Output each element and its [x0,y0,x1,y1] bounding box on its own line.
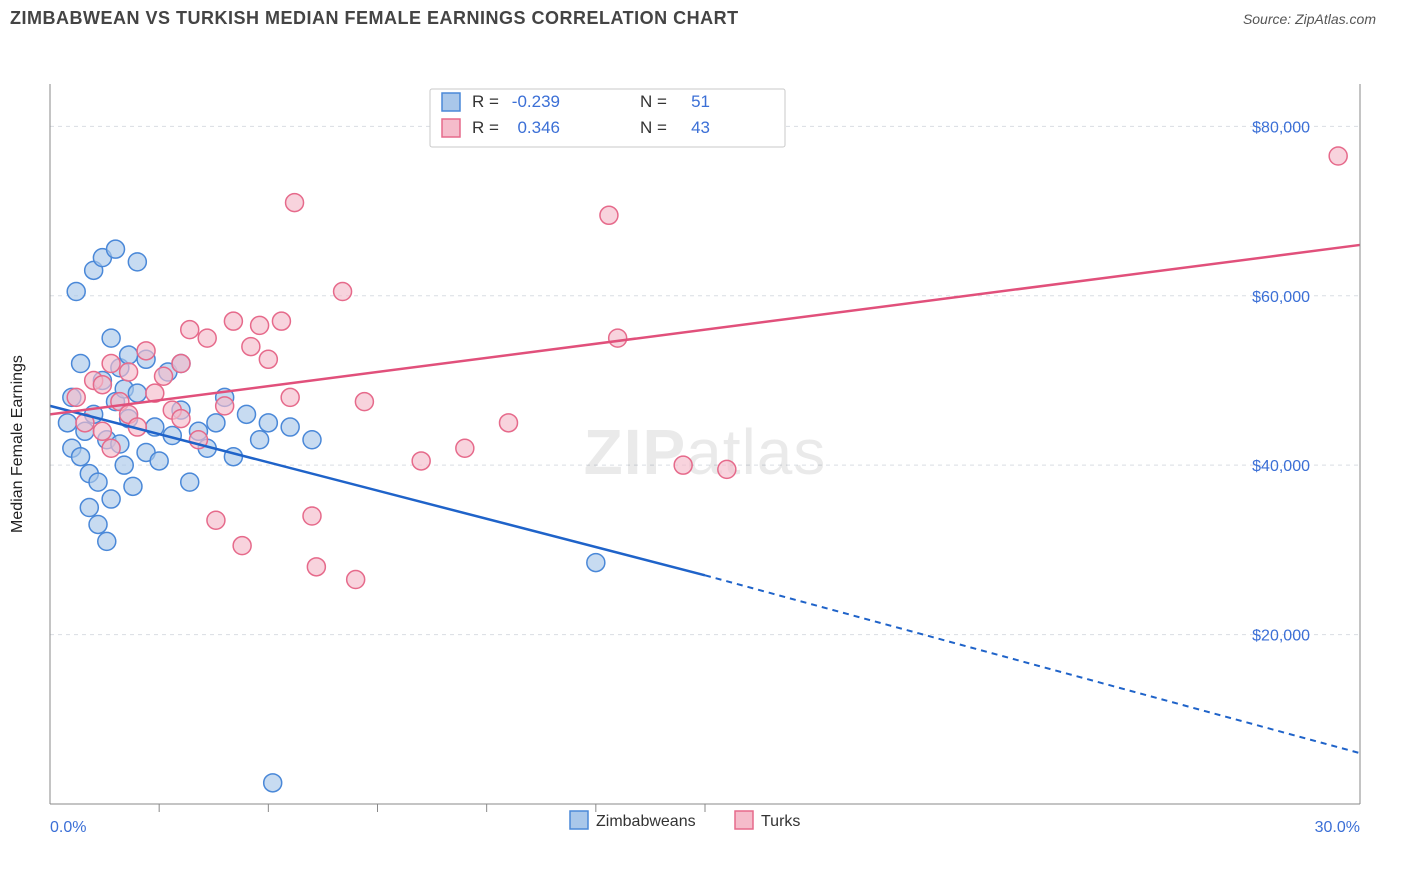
data-point [272,312,290,330]
data-point [198,329,216,347]
stats-r-value: -0.239 [512,92,560,111]
legend-label: Zimbabweans [596,813,696,830]
y-tick-label: $60,000 [1252,289,1310,306]
data-point [172,410,190,428]
legend-swatch [570,811,588,829]
stats-n-value: 43 [691,118,710,137]
data-point [233,537,251,555]
data-point [286,194,304,212]
data-point [264,774,282,792]
trend-line [50,245,1360,414]
correlation-chart: $20,000 $40,000 $60,000 $80,000 ZIPatlas 0.0%… [0,34,1406,874]
data-point [124,477,142,495]
x-tick-label: 0.0% [50,819,86,836]
data-point [120,363,138,381]
data-point [115,456,133,474]
data-point [242,338,260,356]
trend-line-extrapolated [705,575,1360,753]
data-point [303,431,321,449]
data-point [347,571,365,589]
data-point [89,515,107,533]
data-point [224,312,242,330]
y-axis-label: Median Female Earnings [9,355,26,533]
stats-r-label: R = [472,92,499,111]
data-point [251,316,269,334]
legend-swatch [442,119,460,137]
data-point [72,448,90,466]
chart-title: ZIMBABWEAN VS TURKISH MEDIAN FEMALE EARN… [10,8,739,29]
data-point [456,439,474,457]
data-point [355,393,373,411]
data-point [718,460,736,478]
stats-n-value: 51 [691,92,710,111]
chart-header: ZIMBABWEAN VS TURKISH MEDIAN FEMALE EARN… [0,0,1406,34]
data-point [609,329,627,347]
data-point [98,532,116,550]
data-point [281,388,299,406]
chart-source: Source: ZipAtlas.com [1243,11,1376,27]
stats-r-label: R = [472,118,499,137]
y-tick-label: $40,000 [1252,458,1310,475]
data-point [600,206,618,224]
data-point [281,418,299,436]
data-point [259,350,277,368]
data-point [102,355,120,373]
data-point [102,490,120,508]
watermark: ZIPatlas [584,416,827,488]
data-point [303,507,321,525]
data-point [102,439,120,457]
data-point [1329,147,1347,165]
data-point [128,253,146,271]
data-point [216,397,234,415]
y-tick-label: $80,000 [1252,119,1310,136]
data-point [128,384,146,402]
legend-swatch [442,93,460,111]
x-tick-label: 30.0% [1315,819,1360,836]
data-point [67,388,85,406]
data-point [207,414,225,432]
y-tick-label: $20,000 [1252,628,1310,645]
data-point [93,422,111,440]
data-point [107,240,125,258]
data-point [172,355,190,373]
data-point [137,342,155,360]
legend-label: Turks [761,813,800,830]
data-point [334,283,352,301]
data-point [120,346,138,364]
data-point [155,367,173,385]
data-point [500,414,518,432]
data-point [251,431,269,449]
data-point [207,511,225,529]
stats-n-label: N = [640,92,667,111]
data-point [181,473,199,491]
data-point [93,376,111,394]
data-point [89,473,107,491]
data-point [307,558,325,576]
data-point [238,405,256,423]
data-point [587,554,605,572]
data-point [674,456,692,474]
data-point [58,414,76,432]
stats-n-label: N = [640,118,667,137]
stats-r-value: 0.346 [517,118,560,137]
data-point [150,452,168,470]
data-point [181,321,199,339]
legend-swatch [735,811,753,829]
data-point [67,283,85,301]
data-point [80,499,98,517]
chart-container: $20,000 $40,000 $60,000 $80,000 ZIPatlas 0.0%… [0,34,1406,864]
data-point [412,452,430,470]
data-point [259,414,277,432]
data-point [102,329,120,347]
data-point [72,355,90,373]
